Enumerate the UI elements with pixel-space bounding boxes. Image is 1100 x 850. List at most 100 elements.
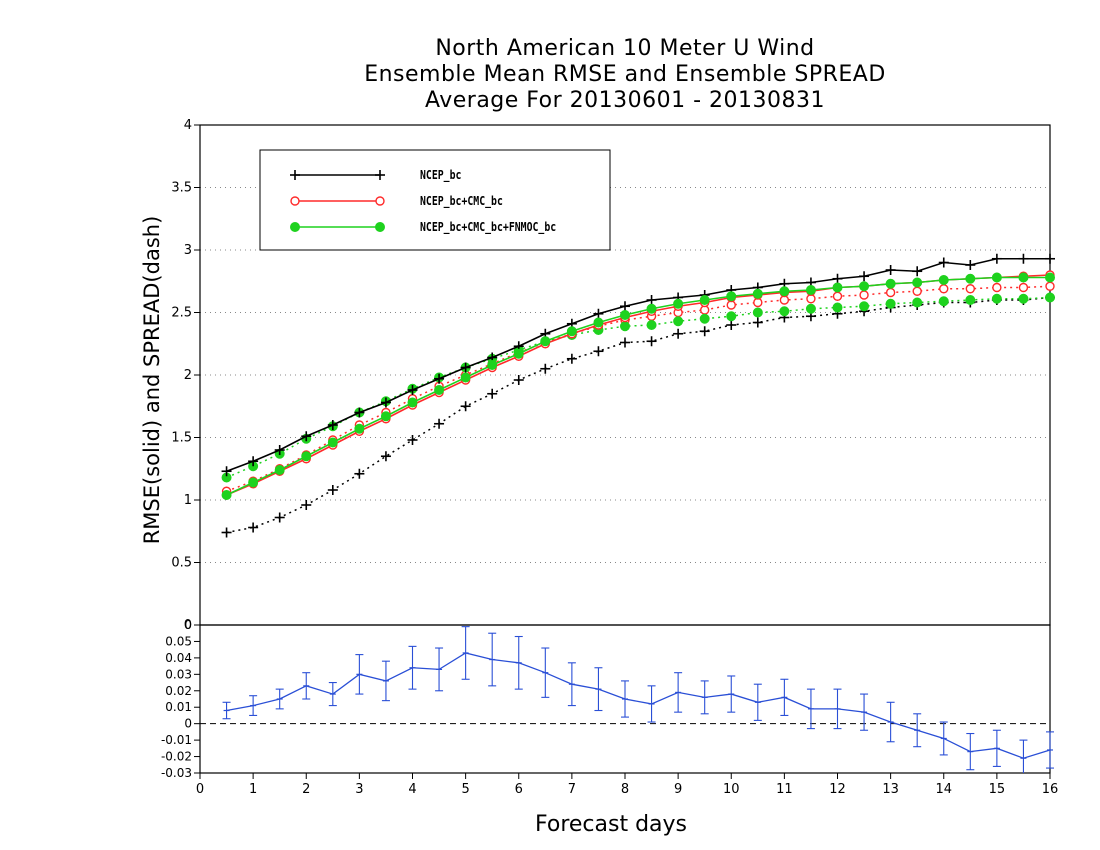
series-spread-line-2 — [226, 296, 1051, 479]
xtick-label: 11 — [776, 782, 793, 797]
rmse-point-s0 — [407, 385, 418, 395]
x-axis-label: Forecast days — [535, 812, 688, 837]
spread-point-s0 — [434, 418, 445, 429]
rmse-point-s2 — [327, 437, 338, 448]
y-axis-label: RMSE(solid) and SPREAD(dash) — [140, 215, 164, 545]
spread-point-s2 — [912, 297, 923, 308]
rmse-point-s0 — [832, 273, 843, 284]
xtick-label: 0 — [196, 782, 204, 797]
spread-point-s2 — [832, 302, 843, 313]
spread-point-s1 — [885, 287, 896, 298]
spread-point-s0 — [673, 328, 684, 339]
series-spread-line-0 — [226, 296, 1051, 534]
rmse-point-s0 — [354, 407, 365, 418]
ytick-label-bottom: 0.04 — [165, 651, 192, 665]
rmse-point-s2 — [566, 326, 577, 337]
spread-point-s1 — [699, 305, 710, 315]
rmse-point-s2 — [487, 360, 498, 370]
rmse-point-s2 — [832, 282, 843, 293]
rmse-point-s2 — [752, 288, 763, 299]
spread-point-s0 — [460, 401, 471, 412]
spread-point-s2 — [965, 295, 976, 305]
spread-point-s0 — [566, 353, 577, 364]
rmse-point-s0 — [434, 373, 445, 384]
rmse-point-s0 — [859, 271, 870, 282]
spread-point-s0 — [380, 451, 391, 462]
spread-point-s1 — [726, 300, 736, 310]
xtick-label: 7 — [568, 782, 576, 797]
spread-point-s0 — [752, 317, 763, 328]
ytick-label-bottom-top: 0 — [184, 618, 192, 632]
legend-marker-right-2 — [375, 222, 385, 232]
xtick-label: 6 — [515, 782, 523, 797]
spread-point-s2 — [805, 303, 816, 314]
rmse-point-s2 — [938, 275, 949, 285]
spread-point-s2 — [1018, 293, 1029, 304]
spread-point-s2 — [673, 316, 684, 327]
spread-point-s2 — [779, 306, 790, 317]
spread-point-s0 — [540, 363, 551, 374]
chart-title-line-2: Ensemble Mean RMSE and Ensemble SPREAD — [364, 62, 886, 87]
spread-point-s1 — [806, 294, 816, 304]
ytick-label-top: 0 — [184, 618, 192, 633]
rmse-point-s0 — [274, 445, 285, 455]
chart-title-line-3: Average For 20130601 - 20130831 — [424, 88, 826, 113]
spread-point-s0 — [593, 346, 604, 357]
xtick-label: 10 — [723, 782, 740, 797]
spread-point-s1 — [832, 291, 843, 301]
rmse-point-s2 — [513, 348, 524, 359]
ytick-label-bottom: 0.03 — [165, 667, 192, 681]
spread-point-s2 — [859, 301, 870, 312]
spread-point-s1 — [1045, 281, 1055, 291]
ytick-label-top: 4 — [184, 118, 192, 133]
spread-point-s2 — [991, 293, 1002, 304]
rmse-point-s0 — [646, 295, 657, 305]
spread-point-s0 — [221, 527, 232, 538]
spread-point-s2 — [1045, 292, 1055, 303]
spread-point-s1 — [965, 284, 976, 294]
ytick-label-top: 3.5 — [171, 181, 192, 196]
rmse-point-s2 — [726, 291, 737, 302]
spread-point-s2 — [938, 296, 949, 307]
xtick-label: 14 — [935, 782, 952, 797]
rmse-point-s2 — [912, 277, 923, 288]
spread-point-s0 — [513, 375, 524, 385]
series-rmse-line-2 — [226, 276, 1050, 496]
legend-marker-left-2 — [290, 222, 300, 232]
spread-point-s1 — [859, 290, 869, 300]
rmse-point-s2 — [540, 336, 551, 347]
ytick-label-bottom: -0.03 — [161, 766, 192, 780]
rmse-point-s2 — [779, 286, 790, 297]
spread-point-s0 — [646, 336, 657, 347]
rmse-point-s2 — [434, 385, 445, 395]
legend-marker-right-0 — [375, 170, 385, 180]
rmse-point-s0 — [938, 257, 949, 268]
ytick-label-top: 2 — [184, 368, 192, 383]
spread-point-s0 — [248, 522, 259, 533]
ytick-label-bottom: 0 — [184, 717, 192, 731]
rmse-point-s2 — [248, 477, 259, 488]
rmse-point-s2 — [1045, 272, 1055, 283]
difference-line — [226, 652, 1051, 759]
legend-box — [259, 149, 611, 251]
ytick-label-top: 0.5 — [171, 556, 192, 571]
ytick-label-bottom: 0.01 — [165, 700, 192, 714]
rmse-point-s0 — [885, 265, 896, 275]
legend-label-1: NCEP_bc+CMC_bc — [420, 194, 503, 208]
rmse-point-s2 — [673, 298, 684, 309]
ytick-label-top: 1 — [184, 493, 192, 508]
legend-label-2: NCEP_bc+CMC_bc+FNMOC_bc — [420, 220, 556, 234]
rmse-point-s2 — [221, 490, 232, 500]
xtick-label: 9 — [674, 782, 682, 797]
ytick-label-top: 3 — [184, 243, 192, 258]
legend-label-0: NCEP_bc — [420, 168, 461, 182]
ytick-label-top: 2.5 — [171, 306, 192, 321]
spread-point-s0 — [274, 512, 285, 523]
rmse-point-s0 — [965, 260, 976, 270]
rmse-point-s2 — [859, 281, 870, 292]
xtick-label: 4 — [408, 782, 416, 797]
rmse-point-s2 — [1018, 272, 1029, 283]
ytick-label-top: 1.5 — [171, 431, 192, 446]
rmse-point-s2 — [380, 411, 391, 422]
